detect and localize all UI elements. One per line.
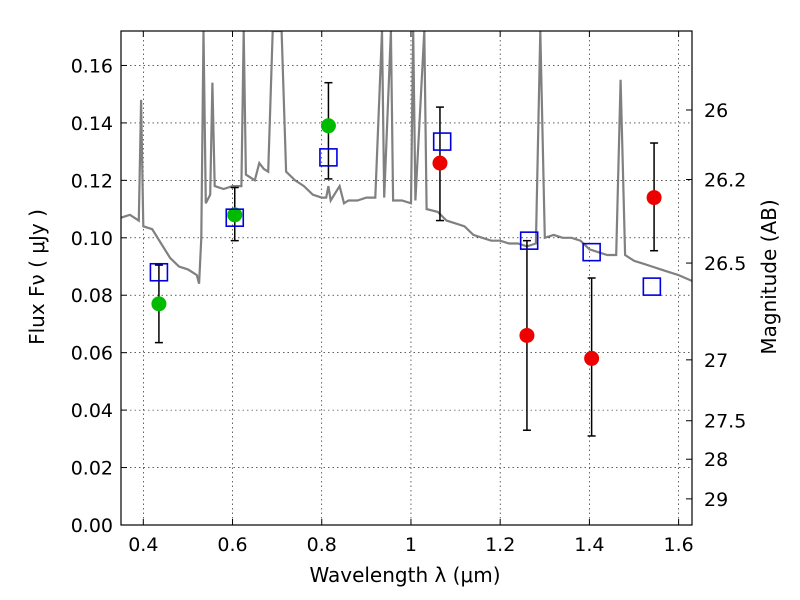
y-tick-label: 0.04: [71, 400, 113, 422]
data-point: [151, 296, 167, 312]
y-tick-label: 0.08: [71, 285, 113, 307]
y-right-axis-title: Magnitude (AB): [757, 199, 781, 354]
grid-lines: [121, 31, 692, 525]
y-tick-label: 0.12: [71, 170, 113, 192]
model-square: [519, 231, 539, 250]
right-tick-label: 26.2: [704, 169, 746, 191]
data-point: [584, 350, 600, 366]
x-tick-label: 1: [405, 534, 417, 556]
y-tick-label: 0.00: [71, 515, 113, 537]
right-tick-label: 27: [704, 350, 728, 372]
plot-frame: [120, 30, 693, 526]
data-points-layer: [149, 81, 662, 437]
right-tick-label: 28: [704, 449, 728, 471]
data-point: [646, 190, 662, 206]
right-tick-label: 26: [704, 100, 728, 122]
y-tick-label: 0.10: [71, 228, 113, 250]
right-tick-label: 29: [704, 489, 728, 511]
x-tick-label: 0.4: [128, 534, 158, 556]
y-tick-label: 0.06: [71, 343, 113, 365]
spectrum-layer: [121, 31, 692, 284]
data-point: [519, 327, 535, 343]
data-point: [227, 207, 243, 223]
data-point: [432, 155, 448, 171]
right-tick-label: 27.5: [704, 411, 746, 433]
data-point: [320, 118, 336, 134]
y-tick-label: 0.14: [71, 113, 113, 135]
spectrum-line: [121, 31, 692, 284]
y-axis-title: Flux Fν ( μJy ): [25, 209, 49, 345]
x-tick-label: 1.4: [574, 534, 604, 556]
y-tick-label: 0.16: [71, 55, 113, 77]
x-axis-title: Wavelength λ (μm): [309, 563, 500, 587]
model-square: [582, 242, 601, 262]
x-tick-label: 1.6: [664, 534, 694, 556]
x-tick-label: 0.8: [307, 534, 337, 556]
model-square: [642, 277, 662, 296]
model-square: [319, 148, 338, 167]
x-tick-label: 0.6: [217, 534, 247, 556]
model-square: [225, 208, 245, 227]
y-tick-label: 0.02: [71, 458, 113, 480]
model-square: [149, 262, 169, 282]
model-square: [432, 132, 452, 151]
right-tick-label: 26.5: [704, 253, 746, 275]
axis-ticks: 0.4 0.6 0.8 1 1.2 1.4 1.6 0.00 0.02 0.04 0.06 0.08 0…: [71, 31, 746, 556]
x-tick-label: 1.2: [485, 534, 515, 556]
